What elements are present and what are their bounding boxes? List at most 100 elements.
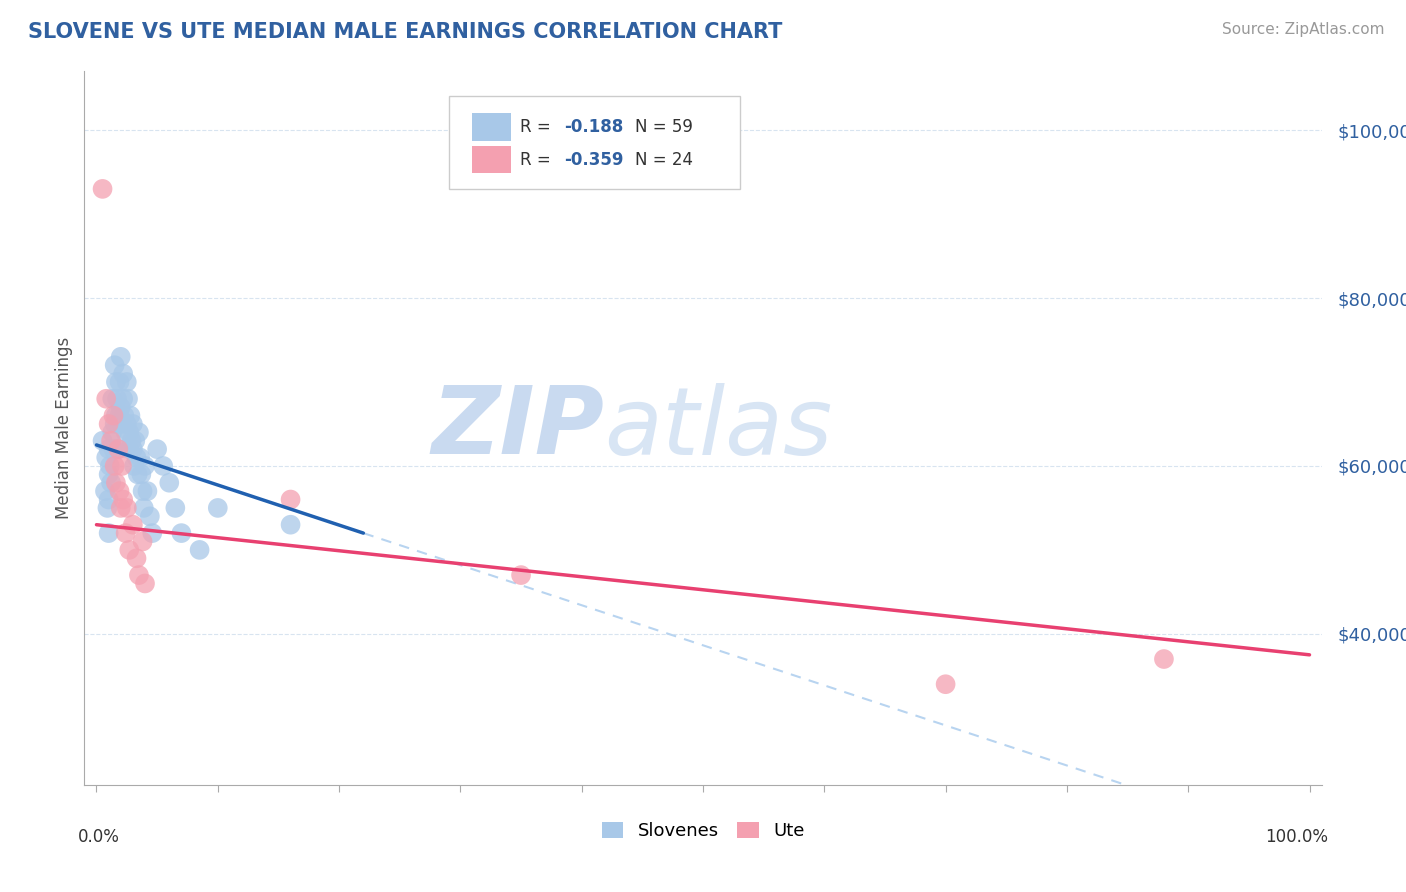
Point [104, 358, 127, 372]
Point [188, 542, 211, 557]
Point [110, 500, 132, 515]
Point [101, 425, 124, 440]
Point [131, 484, 153, 499]
Point [165, 500, 187, 515]
Text: N = 59: N = 59 [636, 118, 693, 136]
Point [120, 409, 142, 423]
Point [100, 434, 122, 448]
Text: R =: R = [520, 151, 555, 169]
Point [122, 442, 145, 457]
Point [125, 551, 148, 566]
Point [103, 442, 125, 457]
Point [125, 450, 148, 465]
Point [97, 417, 120, 431]
Point [121, 434, 143, 448]
Text: -0.359: -0.359 [564, 151, 624, 169]
Point [146, 442, 169, 457]
Point [107, 442, 129, 457]
Point [103, 409, 125, 423]
Point [115, 417, 138, 431]
Text: 0.0%: 0.0% [79, 828, 120, 846]
Point [104, 375, 127, 389]
Point [98, 458, 121, 473]
Point [122, 417, 145, 431]
Point [129, 450, 152, 465]
Point [152, 458, 174, 473]
FancyBboxPatch shape [471, 112, 512, 141]
Point [134, 458, 156, 473]
Point [110, 350, 132, 364]
Point [107, 417, 129, 431]
Point [110, 400, 132, 414]
Point [157, 475, 180, 490]
Point [207, 500, 229, 515]
Point [96, 500, 118, 515]
Point [280, 492, 302, 507]
Point [94, 484, 117, 499]
Point [97, 526, 120, 541]
Point [131, 534, 153, 549]
Point [122, 458, 145, 473]
Text: atlas: atlas [605, 383, 832, 474]
Point [100, 475, 122, 490]
Point [127, 467, 149, 482]
Point [118, 425, 141, 440]
Point [935, 677, 957, 691]
Point [104, 409, 127, 423]
Point [134, 576, 156, 591]
Point [108, 484, 131, 499]
Point [104, 475, 127, 490]
Point [96, 392, 118, 406]
Point [136, 484, 159, 499]
Point [97, 467, 120, 482]
Point [111, 417, 134, 431]
Point [122, 517, 145, 532]
Point [1153, 652, 1175, 666]
Point [112, 409, 135, 423]
Point [112, 367, 135, 381]
Point [117, 392, 139, 406]
Point [108, 409, 131, 423]
Point [105, 392, 128, 406]
Text: ZIP: ZIP [432, 382, 605, 475]
Point [128, 568, 150, 582]
Text: SLOVENE VS UTE MEDIAN MALE EARNINGS CORRELATION CHART: SLOVENE VS UTE MEDIAN MALE EARNINGS CORR… [28, 22, 783, 42]
Point [115, 375, 138, 389]
Point [132, 500, 155, 515]
Point [114, 526, 136, 541]
Point [97, 442, 120, 457]
Point [97, 492, 120, 507]
Point [112, 492, 135, 507]
FancyBboxPatch shape [471, 145, 512, 173]
Point [510, 568, 533, 582]
Point [124, 434, 146, 448]
Text: N = 24: N = 24 [636, 151, 693, 169]
FancyBboxPatch shape [450, 96, 740, 189]
Point [118, 542, 141, 557]
Text: R =: R = [520, 118, 555, 136]
Point [91, 434, 114, 448]
Point [118, 442, 141, 457]
Point [96, 450, 118, 465]
Text: Source: ZipAtlas.com: Source: ZipAtlas.com [1222, 22, 1385, 37]
Y-axis label: Median Male Earnings: Median Male Earnings [55, 337, 73, 519]
Point [108, 375, 131, 389]
Text: -0.188: -0.188 [564, 118, 624, 136]
Point [115, 500, 138, 515]
Point [104, 417, 127, 431]
Point [280, 517, 302, 532]
Point [104, 458, 127, 473]
Point [141, 526, 163, 541]
Point [91, 182, 114, 196]
Point [107, 442, 129, 457]
Point [112, 392, 135, 406]
Legend: Slovenes, Ute: Slovenes, Ute [595, 814, 811, 847]
Point [170, 526, 193, 541]
Point [139, 509, 162, 524]
Point [111, 458, 134, 473]
Point [114, 425, 136, 440]
Point [128, 425, 150, 440]
Point [101, 392, 124, 406]
Text: 100.0%: 100.0% [1265, 828, 1327, 846]
Point [131, 467, 153, 482]
